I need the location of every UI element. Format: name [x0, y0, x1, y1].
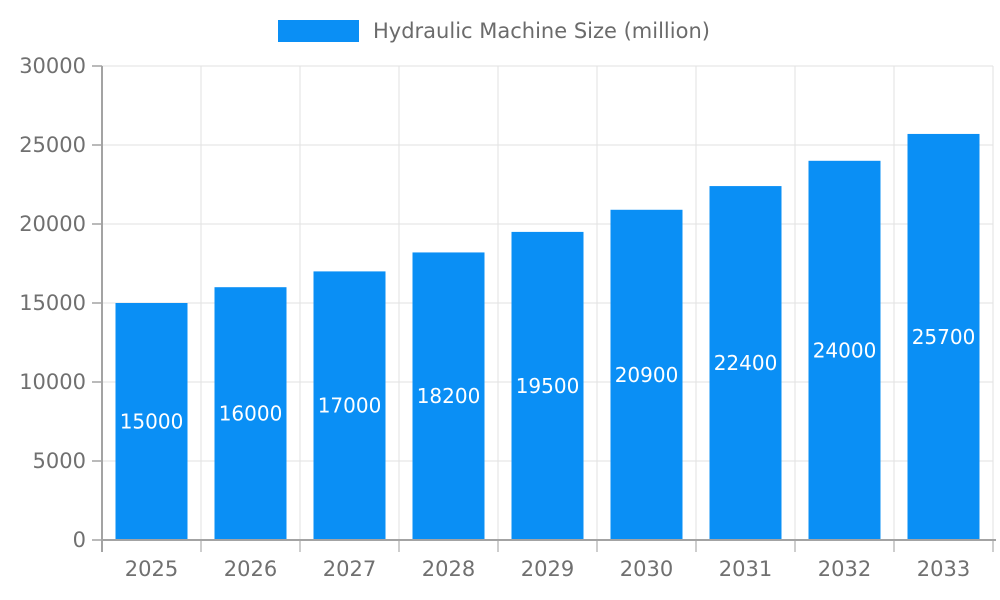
bar-value-label: 20900	[615, 363, 679, 387]
bar-value-label: 17000	[318, 394, 382, 418]
bar-value-label: 25700	[912, 325, 976, 349]
bar-value-label: 22400	[714, 351, 778, 375]
y-tick-label: 15000	[19, 291, 86, 315]
x-tick-label: 2026	[224, 557, 277, 581]
bar	[313, 271, 386, 540]
bar	[709, 186, 782, 540]
bar	[412, 252, 485, 540]
y-tick-label: 0	[73, 528, 86, 552]
bar-value-label: 24000	[813, 338, 877, 362]
bar-value-label: 18200	[417, 384, 481, 408]
x-tick-label: 2029	[521, 557, 574, 581]
y-tick-label: 30000	[19, 54, 86, 78]
x-tick-label: 2031	[719, 557, 772, 581]
bar-value-label: 19500	[516, 374, 580, 398]
legend-swatch	[278, 20, 359, 42]
legend: Hydraulic Machine Size (million)	[278, 19, 710, 43]
x-tick-label: 2030	[620, 557, 673, 581]
bar	[610, 209, 683, 540]
legend-label: Hydraulic Machine Size (million)	[373, 19, 710, 43]
bar	[115, 303, 188, 540]
x-tick-label: 2033	[917, 557, 970, 581]
bar	[907, 133, 980, 540]
bar	[214, 287, 287, 540]
bar-value-label: 15000	[120, 410, 184, 434]
x-tick-label: 2025	[125, 557, 178, 581]
bar	[511, 231, 584, 540]
y-tick-label: 10000	[19, 370, 86, 394]
y-tick-label: 20000	[19, 212, 86, 236]
x-tick-label: 2027	[323, 557, 376, 581]
y-tick-label: 25000	[19, 133, 86, 157]
bar-value-label: 16000	[219, 402, 283, 426]
x-tick-label: 2032	[818, 557, 871, 581]
bar	[808, 160, 881, 541]
y-tick-label: 5000	[33, 449, 86, 473]
x-tick-label: 2028	[422, 557, 475, 581]
